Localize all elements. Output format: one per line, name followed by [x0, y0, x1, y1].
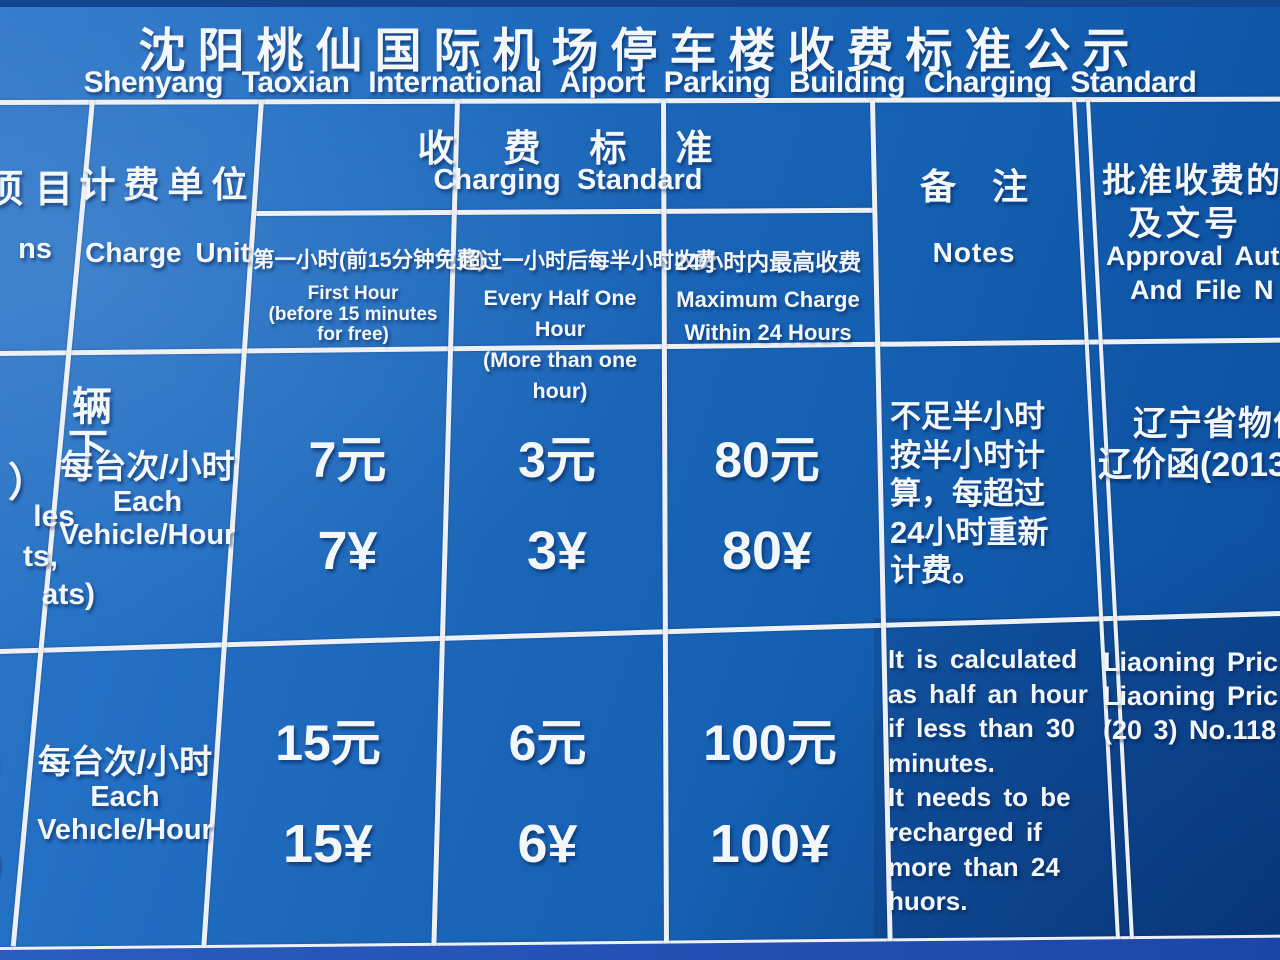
row2-half-hour-price-yuan: 6元 — [508, 715, 587, 771]
row1-max-price-symbol: 80¥ — [721, 521, 813, 581]
row2-charge-unit-chinese: 每台次/小时 — [37, 743, 213, 780]
row2-first-hour-price-yuan: 15元 — [275, 715, 381, 771]
shading-bottom-right — [874, 618, 1280, 944]
row2-max-price-symbol: 100¥ — [709, 814, 831, 874]
row1-half-hour-price-symbol: 3¥ — [526, 521, 588, 581]
header-max-charge-chinese: 24小时内最高收费 — [674, 249, 862, 275]
row1-items-fragment: 下 — [68, 427, 108, 471]
row2-notes-english: It is calculated as half an hour if less… — [888, 644, 1088, 917]
header-approval-line4: And File N — [1130, 275, 1274, 305]
row1-max-price-yuan: 80元 — [714, 432, 820, 488]
row1-approval-authority: 辽宁省物价 — [1133, 405, 1280, 443]
row2-items-fragment: ） — [0, 833, 26, 891]
sign-title-chinese: 沈阳桃仙国际机场停车楼收费标准公示 — [138, 24, 1142, 77]
row1-items-fragment-en: les — [33, 500, 75, 533]
header-first-hour-chinese: 第一小时(前15分钟免费) — [253, 248, 485, 272]
header-approval-line1: 批准收费的机 — [1102, 162, 1280, 200]
row1-notes-chinese: 不足半小时 按半小时计 算，每超过 24小时重新 计费。 — [890, 399, 1049, 588]
header-notes-english: Notes — [932, 237, 1016, 268]
header-charge-unit-chinese: 计费单位 — [79, 164, 256, 205]
row1-items-fragment-en: ts, — [22, 540, 58, 573]
row1-half-hour-price-yuan: 3元 — [518, 432, 596, 488]
header-approval-line3: Approval Auth — [1106, 241, 1280, 271]
row1-charge-unit-chinese: 每台次/小时 — [60, 448, 235, 485]
row2-half-hour-price-symbol: 6¥ — [517, 814, 578, 874]
row2-items-fragment: ） — [0, 733, 24, 791]
header-items-english-fragment: ns — [18, 233, 52, 265]
header-notes-chinese: 备 注 — [919, 166, 1028, 207]
row2-max-price-yuan: 100元 — [703, 715, 837, 771]
sign-title-english: Shenyang Taoxian International Aiport Pa… — [83, 66, 1197, 99]
header-charge-unit-english: Charge Unit — [85, 237, 250, 268]
header-max-charge-english: Maximum Charge Within 24 Hours — [676, 287, 860, 345]
row2-first-hour-price-symbol: 15¥ — [282, 814, 374, 874]
row1-approval-file-number: 辽价函(2013 — [1098, 446, 1280, 484]
row1-items-fragment: 辆 — [72, 385, 112, 429]
row2-charge-unit-english: Each Vehıcle/Hour — [37, 781, 213, 846]
header-first-hour-english: First Hour (before 15 minutes for free) — [268, 283, 438, 345]
sign-top-edge — [0, 0, 1280, 7]
row1-charge-unit-english: Each Vehicle/Hour — [59, 486, 236, 551]
row1-items-fragment: ） — [8, 461, 48, 505]
grid-hline-charging-standard — [251, 207, 877, 216]
header-charging-standard-chinese: 收 费 标 准 — [417, 128, 719, 169]
header-items-chinese-fragment: 项目 — [0, 169, 85, 211]
row2-approval-authority-file: Liaoning Pric Liaoning Pric (20 3) No.11… — [1103, 647, 1279, 745]
header-half-hour-chinese: 超过一小时后每半小时收费 — [459, 249, 718, 273]
header-half-hour-english: Every Half One Hour (More than one hour) — [482, 286, 638, 403]
row1-first-hour-price-yuan: 7元 — [308, 432, 387, 488]
header-approval-line2: 及文号 — [1128, 205, 1242, 243]
header-charging-standard-english: Charging Standard — [433, 164, 703, 196]
row1-items-fragment-en: ats) — [41, 578, 95, 611]
row1-first-hour-price-symbol: 7¥ — [317, 521, 378, 581]
